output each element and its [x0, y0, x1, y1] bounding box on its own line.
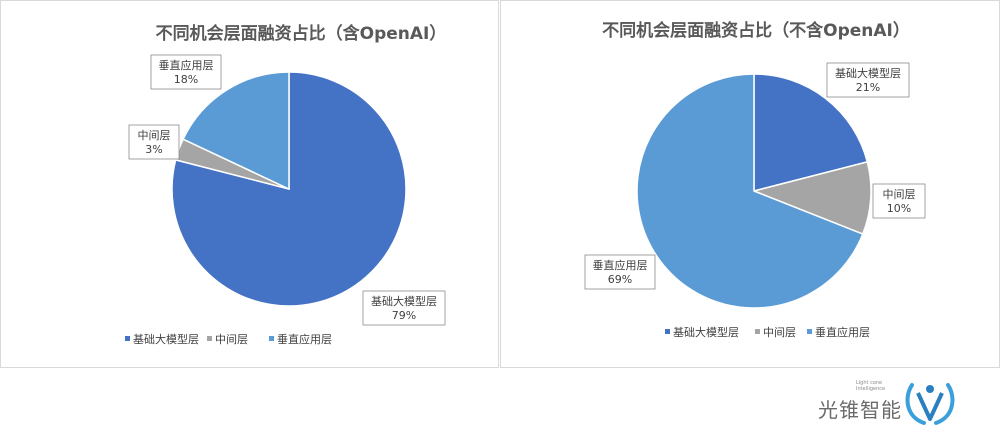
legend-label: 中间层 [215, 333, 248, 346]
data-label-value: 10% [887, 202, 911, 215]
legend-entry: 基础大模型层 [665, 325, 739, 339]
data-label-value: 18% [174, 73, 198, 86]
pie-slice [751, 160, 872, 236]
legend-label: 垂直应用层 [277, 332, 332, 346]
data-label-category: 中间层 [138, 129, 171, 142]
logo-sub-line-1: Light cone [856, 380, 883, 386]
logo-sub-line-2: Intelligence [856, 386, 886, 392]
legend-label: 中间层 [763, 326, 796, 339]
data-label-category: 垂直应用层 [593, 258, 648, 272]
data-label-value: 21% [856, 81, 880, 94]
logo-wordmark: 光锥智能 [818, 398, 902, 422]
chart-panel-right: 不同机会层面融资占比（不含OpenAI） 基础大模型层 21% 中间层 10% 垂直应用层… [500, 0, 1000, 368]
data-label-value: 69% [608, 273, 632, 286]
chart-title: 不同机会层面融资占比（不含OpenAI） [602, 20, 910, 41]
data-label-value: 3% [145, 143, 162, 156]
chart-title: 不同机会层面融资占比（含OpenAI） [156, 23, 447, 44]
pie-chart-right: 不同机会层面融资占比（不含OpenAI）基础大模型层21%中间层10%垂直应用层… [584, 20, 926, 339]
chart-panel-left: 不同机会层面融资占比（含OpenAI） 基础大模型层 79% 中间层 3% 垂直应用层 18… [0, 0, 499, 368]
legend-entry: 基础大模型层 [125, 332, 199, 346]
pie-slice [636, 73, 864, 309]
legend-entry: 垂直应用层 [269, 332, 332, 346]
legend-entry: 中间层 [207, 333, 248, 346]
footer [0, 368, 1000, 448]
legend-label: 基础大模型层 [133, 332, 199, 346]
light-cone-logo-icon [905, 383, 955, 425]
data-label-category: 基础大模型层 [371, 294, 437, 308]
legend-label: 基础大模型层 [673, 325, 739, 339]
legend-entry: 垂直应用层 [807, 325, 870, 339]
data-label-value: 79% [392, 309, 416, 322]
data-label-category: 中间层 [883, 188, 916, 201]
data-label-category: 垂直应用层 [159, 58, 214, 72]
logo-subtitle: Light cone Intelligence [856, 380, 896, 392]
legend-label: 垂直应用层 [815, 325, 870, 339]
pie-slice [753, 73, 869, 192]
pie-slice [182, 71, 290, 191]
data-label-category: 基础大模型层 [835, 66, 901, 80]
legend-entry: 中间层 [755, 326, 796, 339]
pie-chart-left: 不同机会层面融资占比（含OpenAI）基础大模型层79%中间层3%垂直应用层18… [125, 23, 447, 346]
